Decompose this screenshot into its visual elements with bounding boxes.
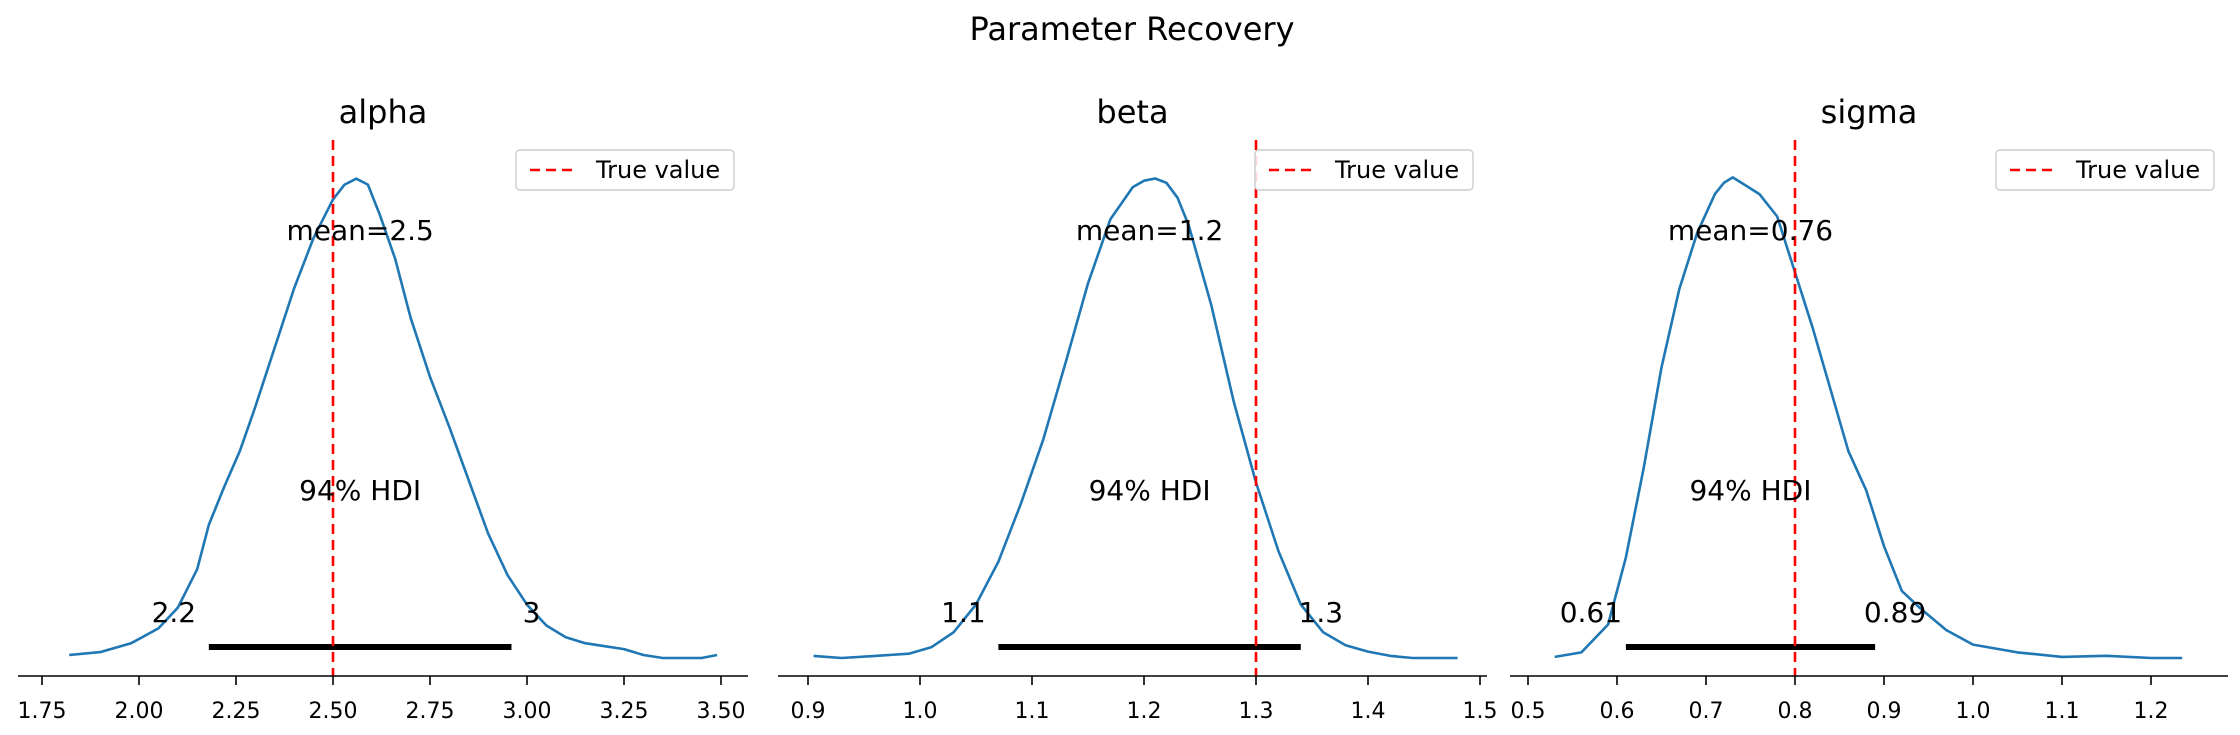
hdi-label: 94% HDI: [1689, 474, 1811, 507]
x-tick-label: 1.1: [2045, 699, 2080, 724]
x-tick-label: 1.0: [903, 699, 938, 724]
panel-sigma: sigma mean=0.76 94% HDI 0.61 0.89 0.5 0.6 0.7 0.…: [1510, 93, 2228, 724]
x-tick-label: 0.5: [1511, 699, 1546, 724]
x-tick-label: 1.2: [1127, 699, 1162, 724]
hdi-high-label: 0.89: [1864, 596, 1926, 629]
x-tick-label: 0.6: [1600, 699, 1635, 724]
figure-title: Parameter Recovery: [969, 10, 1294, 48]
panel-alpha: alpha mean=2.5 94% HDI 2.2 3 1.75 2.00 2.25 2.50…: [18, 93, 748, 724]
mean-label: mean=2.5: [286, 214, 433, 247]
x-tick-label: 2.50: [309, 699, 358, 724]
hdi-high-label: 3: [523, 596, 541, 629]
legend-box: [515, 149, 735, 191]
hdi-label: 94% HDI: [299, 474, 421, 507]
x-tick-label: 2.00: [115, 699, 164, 724]
hdi-high-label: 1.3: [1299, 596, 1344, 629]
x-tick-label: 3.25: [600, 699, 649, 724]
legend-label: True value: [2075, 156, 2200, 184]
x-tick-label: 1.4: [1351, 699, 1386, 724]
kde-line: [69, 177, 718, 660]
legend: True value: [1995, 149, 2215, 191]
legend: True value: [1254, 149, 1474, 191]
x-tick-label: 1.1: [1015, 699, 1050, 724]
x-tick-label: 0.9: [1867, 699, 1902, 724]
hdi-low-label: 0.61: [1560, 596, 1622, 629]
x-tick-label: 2.75: [406, 699, 455, 724]
x-tick-label: 2.25: [212, 699, 261, 724]
mean-label: mean=0.76: [1668, 214, 1833, 247]
x-tick-label: 1.0: [1956, 699, 1991, 724]
x-tick-label: 0.8: [1778, 699, 1813, 724]
x-tick-label: 1.75: [18, 699, 67, 724]
panel-beta: beta mean=1.2 94% HDI 1.1 1.3 0.9 1.0 1.1 1.2 1.3…: [778, 93, 1498, 724]
legend: True value: [515, 149, 735, 191]
legend-box: [1995, 149, 2215, 191]
kde-line: [813, 177, 1458, 660]
legend-label: True value: [595, 156, 720, 184]
hdi-label: 94% HDI: [1089, 474, 1211, 507]
panel-title: alpha: [339, 93, 428, 131]
x-tick-label: 1.3: [1239, 699, 1274, 724]
x-tick-label: 0.7: [1689, 699, 1724, 724]
hdi-low-label: 2.2: [152, 596, 197, 629]
legend-box: [1254, 149, 1474, 191]
panel-title: sigma: [1821, 93, 1918, 131]
x-tick-label: 3.50: [697, 699, 746, 724]
panels: alpha mean=2.5 94% HDI 2.2 3 1.75 2.00 2.25 2.50…: [18, 93, 2228, 724]
kde-line: [1554, 176, 2183, 660]
x-tick-label: 0.9: [791, 699, 826, 724]
x-tick-label: 1.2: [2134, 699, 2169, 724]
x-tick-label: 3.00: [503, 699, 552, 724]
panel-title: beta: [1096, 93, 1168, 131]
hdi-low-label: 1.1: [941, 596, 986, 629]
x-tick-label: 1.5: [1463, 699, 1498, 724]
legend-label: True value: [1334, 156, 1459, 184]
mean-label: mean=1.2: [1076, 214, 1223, 247]
